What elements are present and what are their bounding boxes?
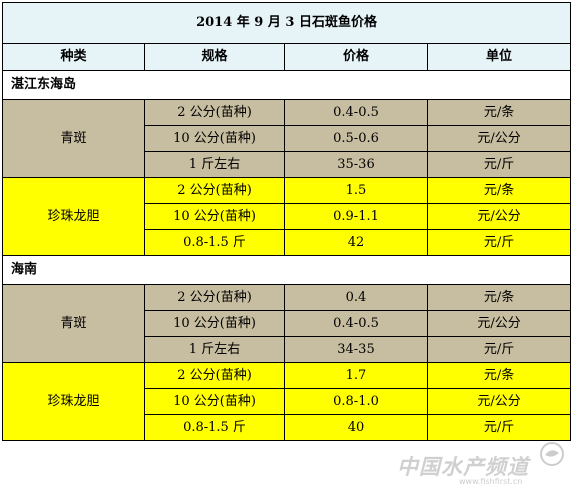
fish-type: 珍珠龙胆 <box>2 362 145 441</box>
spec-cell: 2 公分(苗种) <box>144 99 285 126</box>
table-row: 珍珠龙胆 2 公分(苗种) 1.7 元/条 <box>2 362 572 441</box>
price-cell: 40 <box>284 414 428 441</box>
table-row: 10 公分(苗种) 0.4-0.5 元/公分 <box>3 310 572 337</box>
price-cell: 1.7 <box>284 362 428 389</box>
region-row: 湛江东海岛 <box>1 70 572 100</box>
unit-cell: 元/公分 <box>426 203 572 230</box>
spec-cell: 1 斤左右 <box>144 336 285 363</box>
price-cell: 0.8-1.0 <box>284 388 428 415</box>
price-cell: 0.4-0.5 <box>284 310 428 337</box>
fish-logo-icon <box>540 442 564 466</box>
table-row: 10 公分(苗种) 0.5-0.6 元/公分 <box>3 125 572 152</box>
spec-cell: 10 公分(苗种) <box>144 388 285 415</box>
spec-cell: 0.8-1.5 斤 <box>144 414 285 441</box>
fish-type: 青斑 <box>2 99 145 178</box>
spec-cell: 0.8-1.5 斤 <box>144 229 285 256</box>
price-cell: 34-35 <box>284 336 428 363</box>
header-price: 价格 <box>284 43 428 71</box>
region-name: 海南 <box>1 255 572 285</box>
header-category: 种类 <box>2 43 145 71</box>
table-row: 1 斤左右 35-36 元/斤 <box>3 151 572 178</box>
header-unit: 单位 <box>426 43 572 71</box>
spec-cell: 2 公分(苗种) <box>144 362 285 389</box>
spec-cell: 10 公分(苗种) <box>144 125 285 152</box>
spec-cell: 2 公分(苗种) <box>144 177 285 204</box>
spec-cell: 2 公分(苗种) <box>144 284 285 311</box>
unit-cell: 元/斤 <box>426 336 572 363</box>
price-cell: 35-36 <box>284 151 428 178</box>
price-cell: 42 <box>284 229 428 256</box>
region-name: 湛江东海岛 <box>1 70 572 100</box>
table-row: 青斑 2 公分(苗种) 0.4 元/条 <box>2 284 572 363</box>
table-row: 0.8-1.5 斤 42 元/斤 <box>3 229 572 256</box>
header-row: 种类 规格 价格 单位 <box>2 43 572 71</box>
unit-cell: 元/斤 <box>426 414 572 441</box>
price-table: 2014 年 9 月 3 日石斑鱼价格 种类 规格 价格 单位 湛江东海岛 青斑 2… <box>1 2 572 441</box>
price-cell: 0.5-0.6 <box>284 125 428 152</box>
table-row: 珍珠龙胆 2 公分(苗种) 1.5 元/条 <box>2 177 572 256</box>
table-title: 2014 年 9 月 3 日石斑鱼价格 <box>1 2 572 44</box>
price-cell: 0.4-0.5 <box>284 99 428 126</box>
table-row: 10 公分(苗种) 0.9-1.1 元/公分 <box>3 203 572 230</box>
watermark-text: 中国水产频道 <box>397 455 529 479</box>
unit-cell: 元/公分 <box>426 388 572 415</box>
region-row: 海南 <box>1 255 572 285</box>
watermark: 中国水产频道 www.fishfirst.cn <box>397 442 573 487</box>
header-spec: 规格 <box>144 43 285 71</box>
unit-cell: 元/条 <box>426 99 572 126</box>
spec-cell: 1 斤左右 <box>144 151 285 178</box>
unit-cell: 元/条 <box>426 177 572 204</box>
fish-type: 珍珠龙胆 <box>2 177 145 256</box>
unit-cell: 元/公分 <box>426 310 572 337</box>
watermark-url: www.fishfirst.cn <box>459 477 523 486</box>
unit-cell: 元/斤 <box>426 151 572 178</box>
price-cell: 0.9-1.1 <box>284 203 428 230</box>
price-cell: 0.4 <box>284 284 428 311</box>
table-row: 10 公分(苗种) 0.8-1.0 元/公分 <box>3 388 572 415</box>
unit-cell: 元/斤 <box>426 229 572 256</box>
spec-cell: 10 公分(苗种) <box>144 310 285 337</box>
price-cell: 1.5 <box>284 177 428 204</box>
title-row: 2014 年 9 月 3 日石斑鱼价格 <box>1 2 572 44</box>
table-row: 青斑 2 公分(苗种) 0.4-0.5 元/条 <box>2 99 572 178</box>
table-row: 0.8-1.5 斤 40 元/斤 <box>3 414 572 441</box>
unit-cell: 元/条 <box>426 362 572 389</box>
spec-cell: 10 公分(苗种) <box>144 203 285 230</box>
unit-cell: 元/公分 <box>426 125 572 152</box>
fish-type: 青斑 <box>2 284 145 363</box>
unit-cell: 元/条 <box>426 284 572 311</box>
